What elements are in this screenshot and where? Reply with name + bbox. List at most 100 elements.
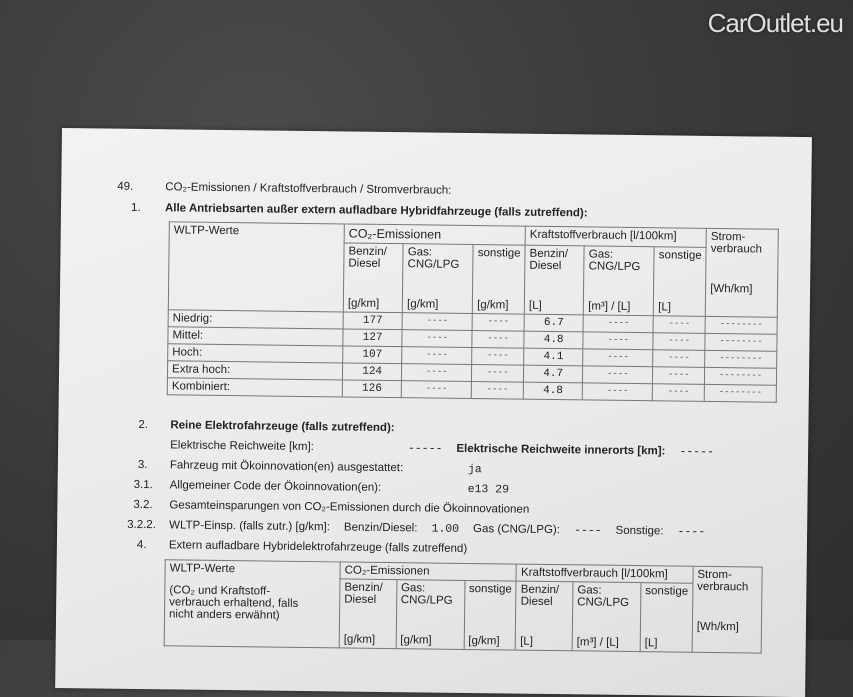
row-label: Kombiniert:: [167, 377, 343, 397]
document-page: 49. CO₂-Emissionen / Kraftstoffverbrauch…: [55, 128, 812, 697]
header-power-label: Strom-verbrauch: [697, 568, 749, 594]
cell-fuel-gas: ----: [582, 382, 653, 401]
electric-range-row: Elektrische Reichweite [km]: ----- Elekt…: [170, 439, 714, 459]
range-city-label: Elektrische Reichweite innerorts [km]:: [456, 442, 666, 458]
unit-label: [L]: [644, 637, 658, 650]
subheader-label: Benzin/ Diesel: [520, 583, 560, 609]
subheader-cell: Benzin/ Diesel [g/km]: [343, 242, 404, 313]
unit-label: [g/km]: [407, 298, 439, 311]
subheader-label: Benzin/ Diesel: [348, 245, 387, 270]
other-label: Sonstige:: [615, 524, 664, 538]
item32-number: 3.2.: [133, 498, 153, 512]
row-label: Mittel:: [167, 326, 344, 346]
header-wltp-label: WLTP-Werte: [169, 562, 236, 576]
item31-value: e13 29: [467, 482, 510, 497]
gas-label: Gas (CNG/LPG):: [473, 523, 561, 537]
subheader-cell: Benzin/ Diesel [g/km]: [339, 578, 397, 649]
subheader-label: sonstige: [645, 585, 689, 598]
bd-label: Benzin/Diesel:: [343, 521, 418, 535]
subheader-label: sonstige: [477, 247, 521, 260]
subheader-cell: sonstige [L]: [653, 246, 707, 317]
cell-co2-other: ----: [472, 313, 525, 332]
item31-number: 3.1.: [133, 478, 153, 492]
cell-fuel-bd: 6.7: [524, 314, 584, 332]
subheader-cell: Gas: CNG/LPG [m³] / [L]: [572, 581, 641, 652]
unit-label: [Wh/km]: [696, 620, 739, 634]
hybrid-table: WLTP-Werte (CO₂ und Kraftstoff-verbrauch …: [164, 559, 763, 654]
cell-co2-bd: 127: [342, 328, 403, 347]
cell-co2-gas: ----: [401, 346, 473, 365]
gas-value: ----: [573, 524, 602, 538]
emissions-table: WLTP-Werte CO₂-Emissionen Kraftstoffverb…: [167, 221, 779, 403]
subheader-label: sonstige: [468, 583, 512, 596]
cell-fuel-gas: ----: [582, 365, 653, 384]
subheader-cell: sonstige [g/km]: [472, 244, 526, 315]
range-city-value: -----: [679, 445, 714, 459]
cell-fuel-bd: 4.1: [523, 348, 584, 366]
subheader-cell: Gas: CNG/LPG [g/km]: [395, 579, 465, 650]
item4-number: 4.: [136, 538, 147, 552]
item31-label: Allgemeiner Code der Ökoinnovation(en):: [169, 479, 382, 494]
cell-fuel-other: ----: [652, 349, 706, 368]
cell-fuel-other: ----: [652, 366, 705, 385]
item2-number: 2.: [138, 418, 149, 432]
cell-power: --------: [704, 384, 777, 403]
header-power: Strom-verbrauch [Wh/km]: [691, 566, 763, 654]
range-label: Elektrische Reichweite [km]:: [170, 439, 314, 454]
cell-co2-gas: ----: [401, 380, 472, 399]
unit-label: [Wh/km]: [710, 282, 753, 296]
subheader-cell: Gas: CNG/LPG [g/km]: [402, 243, 474, 314]
watermark-logo: CarOutlet.eu: [707, 8, 844, 38]
item1-title: Alle Antriebsarten außer extern aufladba…: [164, 202, 588, 220]
unit-label: [g/km]: [400, 634, 432, 647]
section-number: 49.: [117, 180, 134, 193]
subheader-cell: Benzin/ Diesel [L]: [524, 245, 585, 315]
cell-power: --------: [704, 350, 777, 369]
cell-power: --------: [705, 333, 778, 352]
unit-label: [L]: [658, 301, 672, 314]
unit-label: [g/km]: [468, 635, 500, 648]
unit-label: [L]: [528, 299, 542, 312]
cell-fuel-other: ----: [653, 332, 706, 351]
header-wltp: WLTP-Werte (CO₂ und Kraftstoff-verbrauch …: [164, 559, 341, 648]
subheader-label: Benzin/ Diesel: [344, 581, 383, 606]
cell-co2-other: ----: [471, 381, 524, 400]
subheader-cell: Benzin/ Diesel [L]: [515, 581, 573, 651]
other-value: ----: [677, 525, 706, 539]
item2-title: Reine Elektrofahrzeuge (falls zutreffend…: [170, 419, 395, 435]
cell-fuel-gas: ----: [583, 314, 654, 333]
subheader-cell: Gas: CNG/LPG [m³] / [L]: [583, 245, 655, 316]
header-fuel: Kraftstoffverbrauch [l/100km]: [525, 226, 707, 248]
subheader-label: Gas: CNG/LPG: [588, 248, 641, 274]
subheader-label: Gas: CNG/LPG: [577, 584, 630, 609]
item1-number: 1.: [130, 201, 141, 214]
cell-co2-bd: 126: [342, 379, 402, 398]
row-label: Niedrig:: [168, 309, 344, 329]
item322-label: WLTP-Einsp. (falls zutr.) [g/km]:: [169, 519, 331, 534]
header-co2: CO₂-Emissionen: [340, 561, 517, 582]
header-note: (CO₂ und Kraftstoff-verbrauch erhaltend,…: [168, 584, 299, 622]
cell-fuel-bd: 4.8: [523, 331, 584, 349]
subheader-label: sonstige: [658, 249, 702, 262]
unit-label: [m³] / [L]: [576, 636, 619, 649]
cell-fuel-other: ----: [653, 315, 706, 334]
cell-power: --------: [705, 316, 778, 335]
subheader-label: Benzin/ Diesel: [529, 247, 569, 273]
cell-co2-gas: ----: [402, 329, 473, 348]
header-power: Strom-verbrauch [Wh/km]: [705, 228, 779, 318]
bd-value: 1.00: [431, 522, 460, 536]
range-value: -----: [407, 442, 443, 456]
cell-co2-other: ----: [472, 330, 525, 349]
item32-label: Gesamteinsparungen von CO₂-Emissionen du…: [169, 499, 530, 516]
cell-fuel-gas: ----: [583, 331, 654, 350]
cell-fuel-bd: 4.7: [523, 365, 583, 383]
cell-power: --------: [704, 367, 777, 386]
section-title: CO₂-Emissionen / Kraftstoffverbrauch / S…: [165, 181, 452, 197]
unit-label: [m³] / [L]: [588, 300, 631, 313]
cell-fuel-bd: 4.8: [523, 382, 583, 400]
item3-value: ja: [467, 462, 482, 477]
unit-label: [g/km]: [477, 299, 509, 312]
item3-number: 3.: [137, 458, 148, 472]
cell-co2-bd: 124: [342, 362, 402, 381]
cell-co2-gas: ----: [402, 312, 473, 331]
